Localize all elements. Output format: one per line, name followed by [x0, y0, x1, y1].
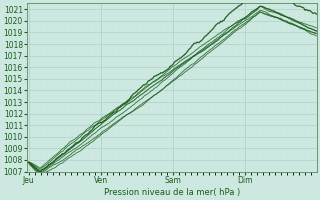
- X-axis label: Pression niveau de la mer( hPa ): Pression niveau de la mer( hPa ): [104, 188, 240, 197]
